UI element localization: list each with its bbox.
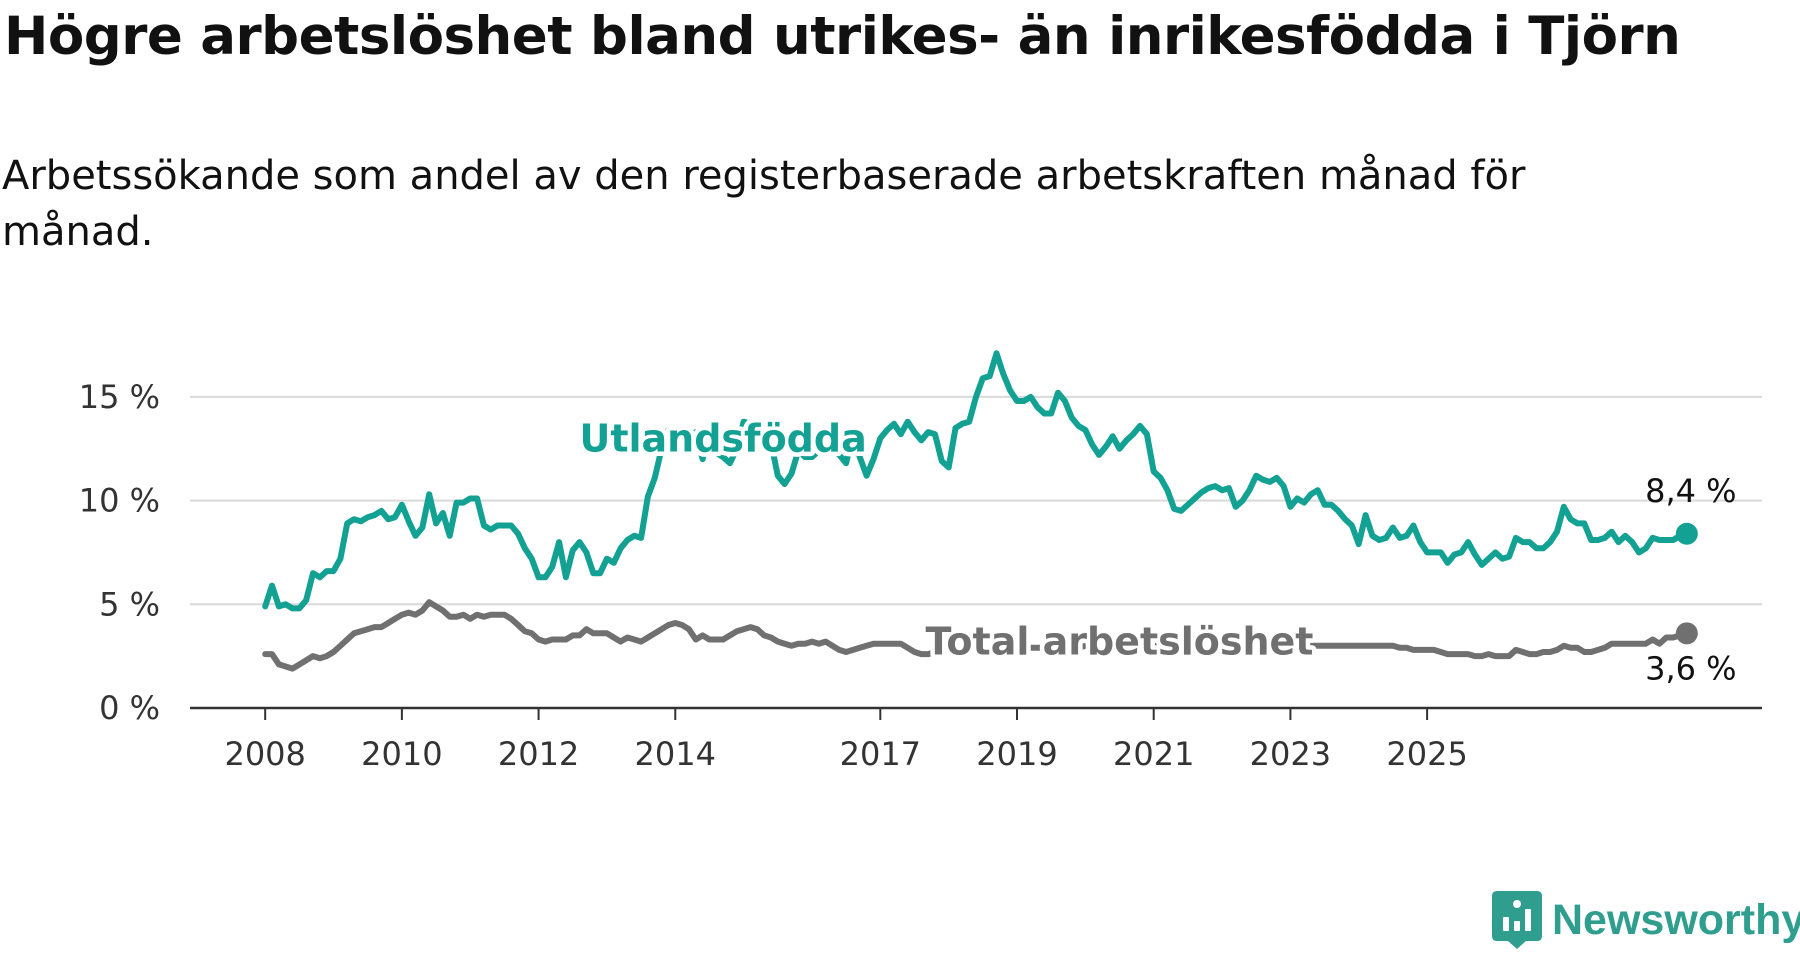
x-tick-label: 2023 [1250,735,1331,773]
y-tick-label: 0 % [99,689,160,727]
x-tick-label: 2021 [1113,735,1194,773]
x-tick-label: 2017 [840,735,921,773]
chart-subtitle: Arbetssökande som andel av den registerb… [2,153,1526,255]
x-tick-label: 2008 [224,735,305,773]
x-tick-label: 2014 [635,735,716,773]
y-tick-label: 5 % [99,585,160,623]
x-tick-label: 2010 [361,735,442,773]
end-value-label-utlandsfodda: 8,4 % [1645,472,1736,510]
end-point-utlandsfodda [1675,522,1698,545]
x-tick-label: 2025 [1386,735,1467,773]
end-value-label-total: 3,6 % [1645,649,1736,687]
series-line-utlandsfodda [262,350,1690,612]
newsworthy-wordmark: Newsworthy [1552,895,1800,944]
y-tick-label: 10 % [79,482,160,520]
series-label-utlandsfodda: Utlandsfödda [579,416,866,460]
series-line-total [262,599,1690,672]
x-tick-label: 2012 [498,735,579,773]
newsworthy-logo-icon [1492,891,1542,949]
series-label-total: Total arbetslöshet [926,620,1314,664]
x-tick-label: 2019 [976,735,1057,773]
newsworthy-brand[interactable]: Newsworthy [1492,886,1800,954]
chart-title: Högre arbetslöshet bland utrikes- än inr… [4,6,1681,67]
end-point-total [1675,622,1698,645]
y-tick-label: 15 % [79,378,160,416]
